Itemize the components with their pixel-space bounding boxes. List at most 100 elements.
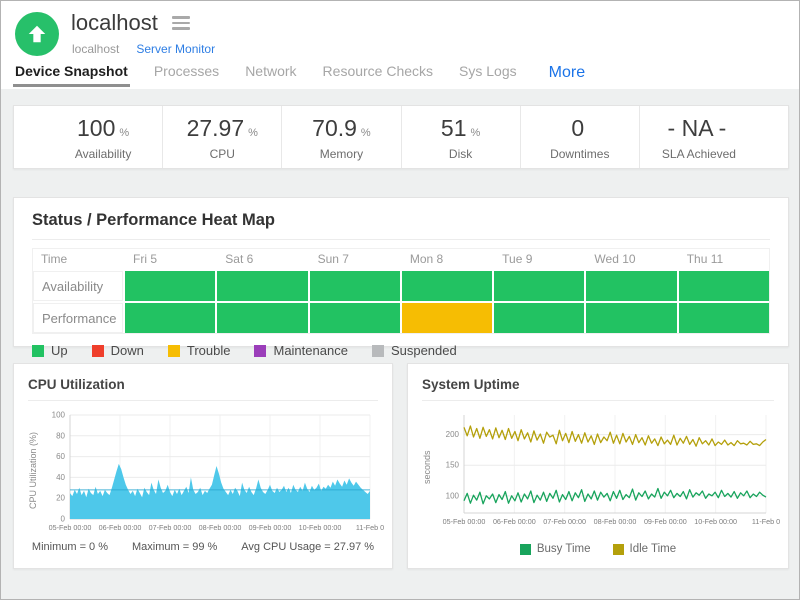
legend-label: Down bbox=[111, 343, 144, 358]
svg-text:09-Feb 00:00: 09-Feb 00:00 bbox=[644, 517, 687, 526]
svg-text:08-Feb 00:00: 08-Feb 00:00 bbox=[594, 517, 637, 526]
stat-label: Downtimes bbox=[550, 147, 609, 161]
heatmap-title: Status / Performance Heat Map bbox=[32, 211, 770, 230]
legend-swatch bbox=[92, 345, 104, 357]
legend-label: Maintenance bbox=[273, 343, 347, 358]
hamburger-menu-icon[interactable] bbox=[170, 14, 192, 32]
heatmap-cell-performance-fri-5[interactable] bbox=[125, 303, 215, 333]
divider bbox=[422, 400, 774, 401]
system-uptime-chart: 05-Feb 00:00 06-Feb 00:00 07-Feb 00:00 08-F… bbox=[434, 407, 774, 527]
legend-label: Up bbox=[51, 343, 68, 358]
stat-unit: % bbox=[471, 127, 481, 139]
cpu-y-axis-label: CPU Utilization (%) bbox=[28, 407, 40, 533]
svg-text:07-Feb 00:00: 07-Feb 00:00 bbox=[543, 517, 586, 526]
heatmap-legend-item: Down bbox=[92, 343, 144, 358]
svg-text:10-Feb 00:00: 10-Feb 00:00 bbox=[299, 523, 342, 532]
stat-value: 27.97 bbox=[187, 115, 245, 142]
heatmap-cell-availability-mon-8[interactable] bbox=[402, 271, 492, 301]
tab-network[interactable]: Network bbox=[245, 54, 296, 87]
stat-value: - NA - bbox=[668, 115, 727, 142]
cpu-footer-stat: Maximum = 99 % bbox=[132, 541, 217, 553]
legend-swatch bbox=[254, 345, 266, 357]
heatmap-row-label: Availability bbox=[33, 271, 123, 301]
heatmap-day-header: Thu 11 bbox=[679, 249, 769, 269]
stat-cpu: 27.97 % CPU bbox=[163, 106, 282, 168]
tab-bar: Device Snapshot Processes Network Resource … bbox=[15, 54, 585, 87]
cpu-footer-stat: Minimum = 0 % bbox=[32, 541, 108, 553]
svg-text:0: 0 bbox=[61, 515, 66, 524]
heatmap-cell-performance-sat-6[interactable] bbox=[217, 303, 307, 333]
svg-text:200: 200 bbox=[446, 430, 460, 439]
heatmap-table: TimeFri 5Sat 6Sun 7Mon 8Tue 9Wed 10Thu 1… bbox=[32, 248, 770, 334]
heatmap-cell-availability-tue-9[interactable] bbox=[494, 271, 584, 301]
divider bbox=[32, 239, 770, 240]
header: localhost localhost Server Monitor Devic… bbox=[1, 1, 799, 89]
tab-resource-checks[interactable]: Resource Checks bbox=[323, 54, 434, 87]
stat-availability: 100 % Availability bbox=[44, 106, 163, 168]
series-swatch bbox=[520, 544, 531, 555]
heatmap-day-header: Sun 7 bbox=[310, 249, 400, 269]
uptime-chart-title: System Uptime bbox=[422, 377, 774, 392]
series-label: Busy Time bbox=[537, 543, 591, 555]
svg-text:05-Feb 00:00: 05-Feb 00:00 bbox=[443, 517, 486, 526]
heatmap-cell-performance-thu-11[interactable] bbox=[679, 303, 769, 333]
svg-text:06-Feb 00:00: 06-Feb 00:00 bbox=[493, 517, 536, 526]
legend-swatch bbox=[372, 345, 384, 357]
svg-text:40: 40 bbox=[56, 473, 65, 482]
stat-unit: % bbox=[361, 127, 371, 139]
stat-label: Availability bbox=[75, 147, 131, 161]
series-legend-item[interactable]: Busy Time bbox=[520, 543, 591, 555]
cpu-chart-title: CPU Utilization bbox=[28, 377, 378, 392]
uptime-y-axis-label: seconds bbox=[422, 407, 434, 527]
legend-swatch bbox=[168, 345, 180, 357]
heatmap-cell-availability-sun-7[interactable] bbox=[310, 271, 400, 301]
cpu-utilization-chart: 05-Feb 00:0006-Feb 00:0007-Feb 00:0008-F… bbox=[40, 407, 378, 533]
heatmap-day-header: Tue 9 bbox=[494, 249, 584, 269]
svg-text:11-Feb 0: 11-Feb 0 bbox=[356, 523, 384, 532]
stat-value: 0 bbox=[571, 115, 584, 142]
heatmap-day-header: Fri 5 bbox=[125, 249, 215, 269]
heatmap-cell-availability-thu-11[interactable] bbox=[679, 271, 769, 301]
cpu-utilization-card: CPU Utilization CPU Utilization (%) 05-F… bbox=[13, 363, 393, 569]
heatmap-cell-performance-tue-9[interactable] bbox=[494, 303, 584, 333]
heatmap-day-header: Sat 6 bbox=[217, 249, 307, 269]
heatmap-cell-performance-sun-7[interactable] bbox=[310, 303, 400, 333]
system-uptime-card: System Uptime seconds 05-Feb 00:00 06-Feb… bbox=[407, 363, 789, 569]
heatmap-cell-performance-mon-8[interactable] bbox=[402, 303, 492, 333]
heatmap-legend-item: Trouble bbox=[168, 343, 231, 358]
tab-sys-logs[interactable]: Sys Logs bbox=[459, 54, 517, 87]
series-swatch bbox=[613, 544, 624, 555]
stat-value: 51 bbox=[441, 115, 467, 142]
heatmap-cell-availability-fri-5[interactable] bbox=[125, 271, 215, 301]
svg-text:60: 60 bbox=[56, 452, 65, 461]
heatmap-cell-performance-wed-10[interactable] bbox=[586, 303, 676, 333]
stat-sla-achieved: - NA - SLA Achieved bbox=[640, 106, 758, 168]
svg-text:20: 20 bbox=[56, 494, 65, 503]
series-label: Idle Time bbox=[630, 543, 677, 555]
heatmap-legend: Up Down Trouble Maintenance Suspended bbox=[32, 343, 770, 358]
stat-unit: % bbox=[119, 127, 129, 139]
series-legend-item[interactable]: Idle Time bbox=[613, 543, 677, 555]
stat-value: 100 bbox=[77, 115, 115, 142]
summary-stats-card: 100 % Availability 27.97 % CPU 70.9 % Me… bbox=[13, 105, 789, 169]
up-arrow-icon bbox=[26, 23, 48, 45]
svg-text:80: 80 bbox=[56, 431, 65, 440]
stat-label: SLA Achieved bbox=[662, 147, 736, 161]
svg-text:08-Feb 00:00: 08-Feb 00:00 bbox=[199, 523, 242, 532]
stat-label: CPU bbox=[210, 147, 235, 161]
server-monitor-dashboard: localhost localhost Server Monitor Devic… bbox=[0, 0, 800, 600]
heatmap-legend-item: Up bbox=[32, 343, 68, 358]
svg-text:07-Feb 00:00: 07-Feb 00:00 bbox=[149, 523, 192, 532]
heatmap-cell-availability-wed-10[interactable] bbox=[586, 271, 676, 301]
heatmap-time-header: Time bbox=[33, 249, 123, 269]
heatmap-row-label: Performance bbox=[33, 303, 123, 333]
tab-processes[interactable]: Processes bbox=[154, 54, 219, 87]
svg-text:10-Feb 00:00: 10-Feb 00:00 bbox=[694, 517, 737, 526]
tab-device-snapshot[interactable]: Device Snapshot bbox=[15, 54, 128, 87]
tab-more[interactable]: More bbox=[549, 60, 585, 82]
svg-text:100: 100 bbox=[52, 411, 66, 420]
heatmap-cell-availability-sat-6[interactable] bbox=[217, 271, 307, 301]
svg-text:100: 100 bbox=[446, 491, 460, 500]
stat-label: Disk bbox=[449, 147, 472, 161]
stat-label: Memory bbox=[320, 147, 363, 161]
